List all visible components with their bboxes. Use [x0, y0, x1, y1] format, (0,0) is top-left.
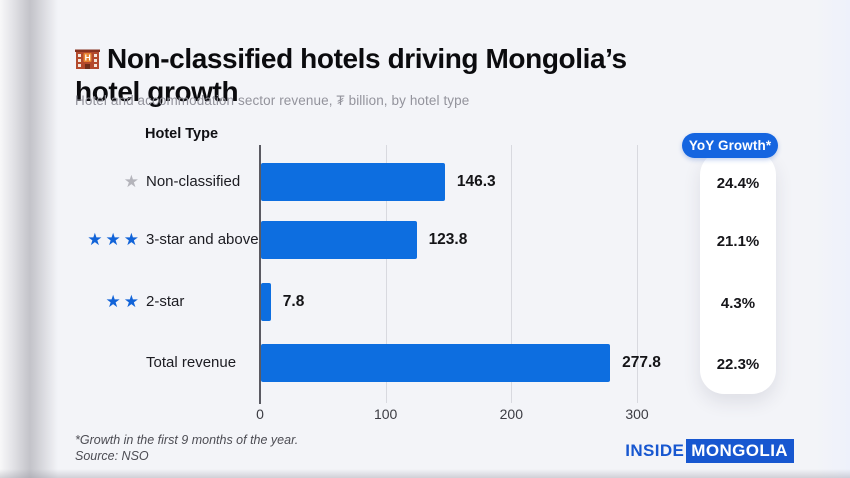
yoy-growth-value: 22.3%	[716, 356, 760, 373]
category-label: 2-star	[146, 293, 185, 310]
logo-mongolia-text: MONGOLIA	[686, 439, 794, 463]
bar-3-star-and-above	[261, 221, 417, 259]
logo-inside-text: INSIDE	[625, 441, 685, 460]
yoy-growth-panel	[700, 151, 776, 394]
star-rating-icon: ★★	[105, 292, 142, 311]
star-rating-icon: ★★★	[87, 230, 142, 249]
yoy-growth-value: 21.1%	[716, 233, 760, 250]
bar-non-classified	[261, 163, 445, 201]
hotel-type-column-header: Hotel Type	[145, 126, 219, 142]
category-label: 3-star and above	[146, 231, 259, 248]
x-tick-0: 0	[256, 406, 264, 422]
gridline-x-200	[511, 145, 513, 403]
x-tick-100: 100	[373, 406, 398, 422]
svg-text:H: H	[85, 52, 91, 62]
title-line1: Non-classified hotels driving Mongolia’s	[107, 42, 627, 74]
bar-value-label: 7.8	[282, 293, 305, 310]
footnote-source: Source: NSO	[75, 448, 149, 463]
page-title: H Non-classified hotels driving Mongolia…	[75, 43, 755, 107]
hotel-icon: H	[75, 45, 100, 76]
footnote-growth-note: *Growth in the first 9 months of the yea…	[75, 433, 299, 447]
x-tick-200: 200	[499, 406, 523, 422]
yoy-growth-badge: YoY Growth*	[682, 133, 778, 158]
inside-mongolia-logo: INSIDE MONGOLIA	[625, 439, 794, 463]
x-tick-300: 300	[625, 406, 649, 422]
chart-subtitle: Hotel and accommodation sector revenue, …	[75, 93, 470, 108]
bar-2-star	[261, 283, 271, 321]
y-axis-line	[259, 145, 261, 404]
bar-value-label: 146.3	[456, 173, 496, 190]
yoy-growth-value: 4.3%	[720, 295, 756, 312]
footnote: *Growth in the first 9 months of the yea…	[75, 433, 298, 464]
bar-value-label: 277.8	[622, 354, 661, 371]
yoy-growth-value: 24.4%	[716, 175, 760, 192]
category-label: Non-classified	[146, 173, 241, 190]
title-line2: hotel growth	[75, 75, 239, 107]
gridline-x-300	[637, 145, 638, 403]
gridline-x-100	[385, 145, 387, 403]
star-rating-icon: ★	[123, 172, 142, 191]
bar-total-revenue	[261, 344, 611, 382]
category-label: Total revenue	[146, 354, 237, 371]
bar-value-label: 123.8	[428, 231, 468, 248]
